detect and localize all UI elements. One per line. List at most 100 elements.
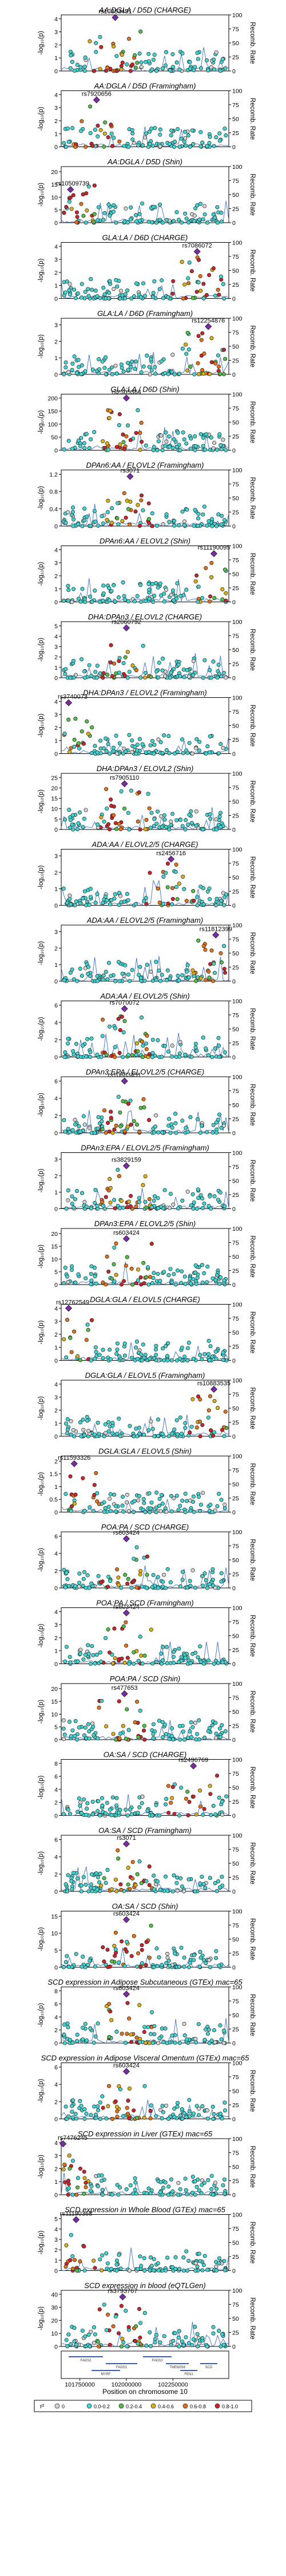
snp-points — [61, 1241, 228, 1287]
snp-point — [159, 814, 164, 819]
plot-frame — [61, 394, 229, 451]
snp-point — [173, 870, 178, 874]
snp-point — [161, 657, 165, 661]
snp-point — [109, 588, 114, 594]
snp-point — [136, 1811, 140, 1815]
snp-point — [104, 2116, 109, 2121]
snp-point — [81, 2025, 85, 2030]
snp-point — [147, 1955, 152, 1960]
snp-point — [154, 669, 159, 674]
snp-point — [81, 214, 86, 218]
snp-point — [212, 2112, 216, 2116]
snp-point — [193, 434, 197, 438]
snp-point — [214, 2265, 219, 2269]
snp-point — [178, 1737, 182, 1742]
y-tick-label: 6 — [54, 1773, 58, 1780]
snp-point — [90, 1643, 94, 1649]
snp-point — [143, 670, 148, 675]
snp-point — [177, 2329, 181, 2333]
snp-point — [119, 1586, 124, 1590]
snp-point — [133, 1720, 137, 1725]
snp-point — [95, 979, 100, 983]
snp-point — [189, 447, 193, 451]
snp-point — [180, 1119, 185, 1123]
snp-point — [151, 295, 156, 299]
snp-point — [142, 978, 147, 983]
recomb-tick-label: 100 — [232, 392, 243, 398]
y-tick-label: 3 — [54, 644, 58, 651]
snp-point — [191, 889, 196, 894]
y-axis-label: -log₁₀(p) — [38, 1700, 45, 1724]
recomb-tick-label: 25 — [232, 1344, 239, 1350]
snp-point — [65, 1427, 70, 1432]
snp-point — [135, 742, 140, 747]
snp-point — [128, 1424, 132, 1428]
snp-point — [191, 1494, 196, 1499]
snp-point — [209, 575, 214, 579]
snp-point — [80, 729, 84, 734]
recomb-axis-label: Recomb. Rate — [249, 629, 256, 671]
snp-point — [117, 1960, 121, 1965]
snp-point — [193, 65, 197, 69]
snp-point — [170, 2189, 175, 2194]
snp-point — [169, 2342, 173, 2347]
snp-point — [150, 511, 154, 516]
snp-point — [89, 437, 93, 441]
snp-point — [116, 1848, 120, 1852]
snp-point — [217, 1795, 221, 1800]
y-tick-label: 2 — [54, 1458, 58, 1465]
snp-point — [202, 351, 206, 356]
snp-point — [127, 827, 132, 832]
snp-point — [148, 743, 153, 748]
snp-point — [146, 2025, 150, 2029]
snp-point — [137, 212, 142, 216]
snp-point — [82, 2107, 87, 2112]
snp-point — [162, 444, 167, 448]
recomb-tick-label: 0 — [232, 1585, 236, 1592]
y-axis-label: -log₁₀(p) — [38, 1775, 45, 1799]
snp-point — [109, 131, 114, 136]
snp-point — [70, 2254, 75, 2258]
snp-point — [164, 1344, 168, 1349]
y-tick-label: 2 — [54, 2247, 58, 2254]
lead-snp-marker — [122, 624, 130, 631]
y-tick-label: 5 — [54, 816, 58, 823]
snp-point — [189, 821, 194, 825]
snp-point — [194, 1282, 198, 1286]
snp-point — [198, 2259, 202, 2263]
snp-point — [156, 1130, 161, 1135]
snp-point — [218, 2023, 223, 2028]
snp-point — [112, 1245, 117, 1250]
snp-point — [88, 1054, 93, 1059]
recomb-tick-label: 75 — [232, 1922, 239, 1929]
snp-point — [124, 1807, 128, 1812]
snp-point — [71, 1871, 76, 1875]
snp-point — [70, 1887, 74, 1892]
snp-point — [186, 220, 191, 225]
snp-point — [80, 363, 84, 368]
snp-point — [169, 133, 173, 137]
snp-point — [94, 50, 98, 54]
snp-point — [214, 817, 219, 821]
gene-label: TMEM258 — [169, 2366, 185, 2369]
y-tick-label: 0 — [54, 144, 58, 151]
recomb-tick-label: 50 — [232, 723, 239, 730]
snp-point — [197, 1718, 201, 1722]
lead-snp-label: rs12762549 — [56, 1299, 89, 1306]
snp-point — [195, 895, 200, 899]
panel-title: SCD expression in Liver (GTEx) mac=65 — [78, 2129, 213, 2138]
snp-point — [189, 436, 193, 441]
snp-point — [110, 506, 114, 511]
snp-point — [79, 1811, 84, 1816]
snp-point — [182, 887, 186, 891]
y-tick-label: 0 — [54, 68, 58, 75]
snp-point — [95, 974, 100, 978]
snp-point — [206, 1658, 211, 1663]
recomb-tick-label: 75 — [232, 1998, 239, 2005]
snp-point — [211, 2116, 216, 2121]
snp-point — [82, 2244, 86, 2249]
snp-point — [112, 44, 116, 49]
snp-point — [168, 1580, 173, 1585]
snp-point — [184, 818, 188, 823]
snp-point — [196, 334, 201, 338]
